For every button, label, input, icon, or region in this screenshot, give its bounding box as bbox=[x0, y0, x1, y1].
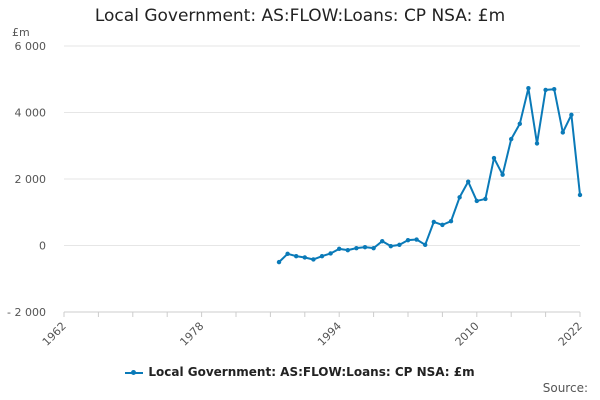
y-tick-label: 2 000 bbox=[15, 173, 47, 186]
x-axis: 1962 1978 1994 2010 2022 bbox=[40, 311, 585, 349]
data-point[interactable] bbox=[457, 195, 462, 200]
data-point[interactable] bbox=[543, 87, 548, 93]
data-point[interactable] bbox=[474, 198, 479, 204]
data-point[interactable] bbox=[560, 130, 565, 135]
x-tick-label: 1978 bbox=[177, 320, 206, 349]
data-point[interactable] bbox=[517, 121, 522, 127]
data-point[interactable] bbox=[380, 238, 385, 244]
data-point[interactable] bbox=[311, 257, 316, 262]
data-point[interactable] bbox=[569, 112, 574, 118]
y-tick-label: - 2 000 bbox=[7, 306, 46, 319]
data-point[interactable] bbox=[431, 219, 436, 225]
x-tick-label: 1962 bbox=[40, 320, 69, 349]
x-tick-label: 2022 bbox=[556, 320, 585, 349]
legend-label: Local Government: AS:FLOW:Loans: CP NSA:… bbox=[148, 365, 475, 379]
data-point[interactable] bbox=[354, 245, 359, 251]
data-point[interactable] bbox=[509, 136, 514, 142]
source-label: Source: bbox=[542, 381, 588, 395]
legend-line-marker-icon bbox=[125, 369, 144, 375]
data-point[interactable] bbox=[448, 219, 454, 224]
data-point[interactable] bbox=[388, 243, 393, 249]
y-axis: - 2 000 0 2 000 4 000 6 000 bbox=[7, 40, 46, 319]
data-point[interactable] bbox=[371, 245, 376, 251]
data-point[interactable] bbox=[276, 259, 282, 265]
gridlines bbox=[64, 45, 580, 313]
y-tick-label: 4 000 bbox=[15, 107, 47, 120]
y-unit-label: £m bbox=[12, 26, 30, 39]
data-point[interactable] bbox=[319, 253, 325, 259]
series-group bbox=[276, 86, 583, 265]
legend[interactable]: Local Government: AS:FLOW:Loans: CP NSA:… bbox=[0, 365, 600, 379]
data-point[interactable] bbox=[414, 237, 419, 242]
data-point[interactable] bbox=[466, 179, 471, 184]
data-point[interactable] bbox=[328, 251, 333, 256]
data-point[interactable] bbox=[483, 196, 488, 202]
data-point[interactable] bbox=[294, 253, 299, 259]
data-point[interactable] bbox=[285, 251, 290, 257]
data-point[interactable] bbox=[397, 242, 402, 248]
data-point[interactable] bbox=[552, 87, 557, 92]
data-point[interactable] bbox=[526, 86, 531, 91]
data-point[interactable] bbox=[362, 244, 368, 250]
data-point[interactable] bbox=[302, 255, 307, 260]
data-point[interactable] bbox=[405, 237, 411, 243]
data-point[interactable] bbox=[491, 155, 497, 161]
data-point[interactable] bbox=[345, 247, 350, 253]
y-tick-label: 6 000 bbox=[15, 40, 47, 53]
data-point[interactable] bbox=[440, 222, 445, 228]
x-tick-label: 1994 bbox=[315, 320, 344, 349]
series-line bbox=[278, 87, 581, 263]
data-point[interactable] bbox=[337, 246, 342, 252]
data-point[interactable] bbox=[423, 242, 428, 248]
data-point[interactable] bbox=[577, 192, 583, 198]
chart-title: Local Government: AS:FLOW:Loans: CP NSA:… bbox=[94, 6, 506, 26]
y-tick-label: 0 bbox=[39, 240, 46, 253]
x-tick-label: 2010 bbox=[453, 320, 482, 349]
data-point[interactable] bbox=[500, 172, 505, 177]
data-point[interactable] bbox=[534, 141, 540, 146]
